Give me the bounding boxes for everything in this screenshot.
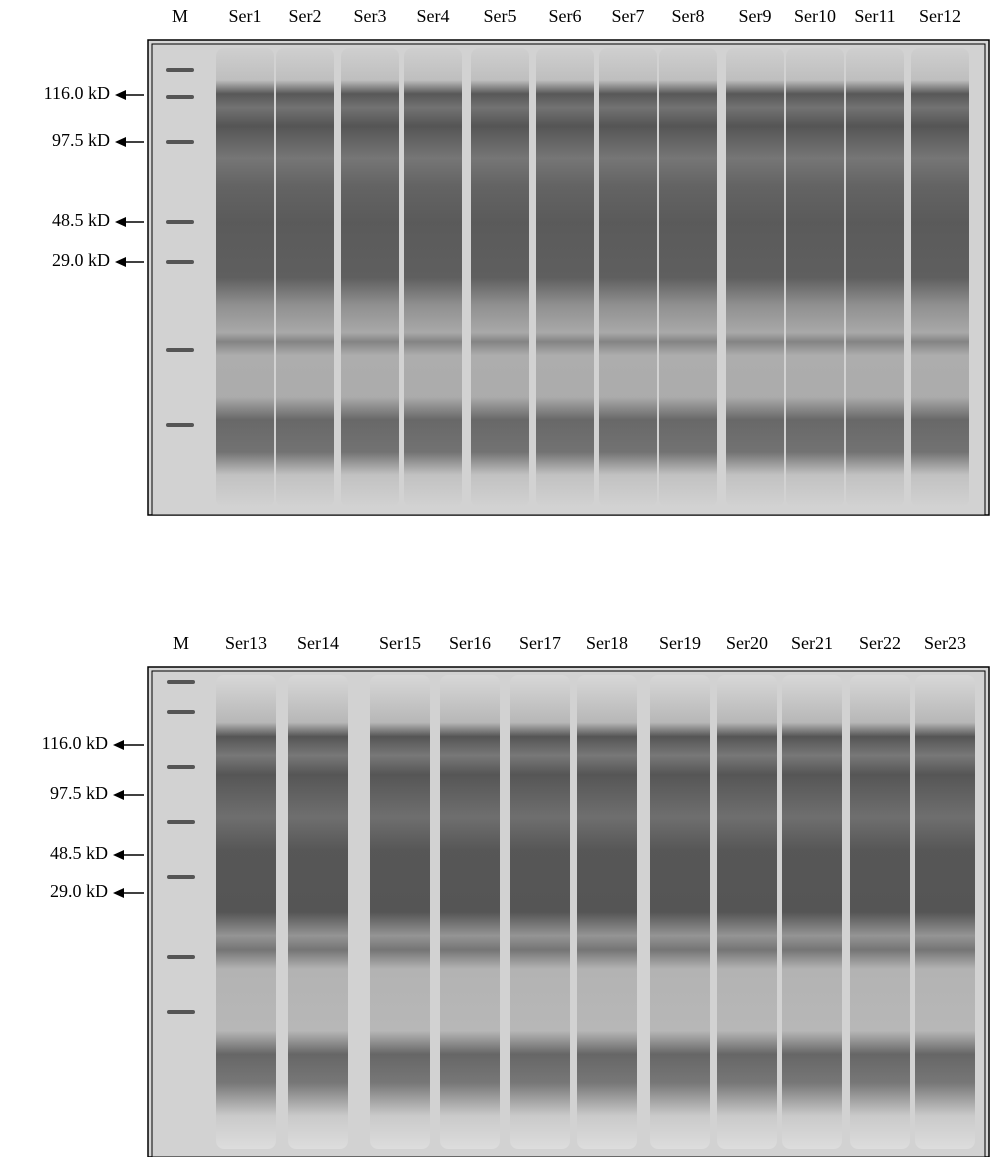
lane <box>510 675 570 1149</box>
lane-label: M <box>172 6 188 26</box>
lane-label: Ser21 <box>791 633 833 653</box>
lane <box>850 675 910 1149</box>
lane <box>915 675 975 1149</box>
ladder-band <box>166 423 194 427</box>
lane <box>440 675 500 1149</box>
lane-label: Ser11 <box>854 6 895 26</box>
lane-label: Ser17 <box>519 633 561 653</box>
lane-label: Ser16 <box>449 633 491 653</box>
lane-label: Ser4 <box>417 6 450 26</box>
lane <box>404 48 462 507</box>
lane-label: Ser8 <box>672 6 705 26</box>
lane-label: Ser13 <box>225 633 267 653</box>
lane <box>782 675 842 1149</box>
lane <box>536 48 594 507</box>
lane <box>216 48 274 507</box>
lane-label: Ser3 <box>354 6 387 26</box>
ladder-band <box>167 955 195 959</box>
gel-panel <box>147 666 990 1157</box>
ladder-band <box>167 1010 195 1014</box>
lane <box>577 675 637 1149</box>
ladder-band <box>167 680 195 684</box>
ladder-band <box>166 140 194 144</box>
lane <box>216 675 276 1149</box>
lane <box>341 48 399 507</box>
ladder-band <box>166 348 194 352</box>
marker-arrowhead <box>115 137 126 147</box>
lane-label: Ser23 <box>924 633 966 653</box>
ladder-band <box>167 765 195 769</box>
marker-arrowhead <box>115 90 126 100</box>
lane <box>276 48 334 507</box>
marker-arrowhead <box>113 790 124 800</box>
marker-label: 48.5 kD <box>52 210 110 230</box>
marker-label: 116.0 kD <box>44 83 110 103</box>
lane-label: Ser9 <box>739 6 772 26</box>
lane-label: Ser20 <box>726 633 768 653</box>
lane <box>599 48 657 507</box>
ladder-band <box>166 220 194 224</box>
marker-arrowhead <box>115 217 126 227</box>
marker-label: 97.5 kD <box>50 783 108 803</box>
lane-label: Ser2 <box>289 6 322 26</box>
ladder-band <box>167 710 195 714</box>
lane <box>786 48 844 507</box>
lane <box>370 675 430 1149</box>
ladder-band <box>166 68 194 72</box>
marker-label: 48.5 kD <box>50 843 108 863</box>
lane-label: Ser6 <box>549 6 582 26</box>
lane <box>717 675 777 1149</box>
lane <box>288 675 348 1149</box>
ladder-band <box>167 875 195 879</box>
lane-label: Ser15 <box>379 633 421 653</box>
marker-arrowhead <box>113 888 124 898</box>
ladder-band <box>166 95 194 99</box>
marker-label: 116.0 kD <box>42 733 108 753</box>
lane-label: Ser19 <box>659 633 701 653</box>
lane-label: Ser7 <box>612 6 645 26</box>
ladder-band <box>166 260 194 264</box>
lane-label: Ser10 <box>794 6 836 26</box>
lane <box>846 48 904 507</box>
lane-label: M <box>173 633 189 653</box>
lane <box>726 48 784 507</box>
lane-label: Ser12 <box>919 6 961 26</box>
lane <box>650 675 710 1149</box>
lane-label: Ser5 <box>484 6 517 26</box>
marker-arrowhead <box>113 850 124 860</box>
lane-label: Ser22 <box>859 633 901 653</box>
lane <box>911 48 969 507</box>
marker-label: 29.0 kD <box>52 250 110 270</box>
lane-label: Ser14 <box>297 633 339 653</box>
lane <box>471 48 529 507</box>
marker-arrowhead <box>113 740 124 750</box>
lane-label: Ser18 <box>586 633 628 653</box>
ladder-band <box>167 820 195 824</box>
lane <box>659 48 717 507</box>
marker-label: 97.5 kD <box>52 130 110 150</box>
lane-label: Ser1 <box>229 6 262 26</box>
gel-panel <box>147 39 990 516</box>
marker-label: 29.0 kD <box>50 881 108 901</box>
marker-arrowhead <box>115 257 126 267</box>
